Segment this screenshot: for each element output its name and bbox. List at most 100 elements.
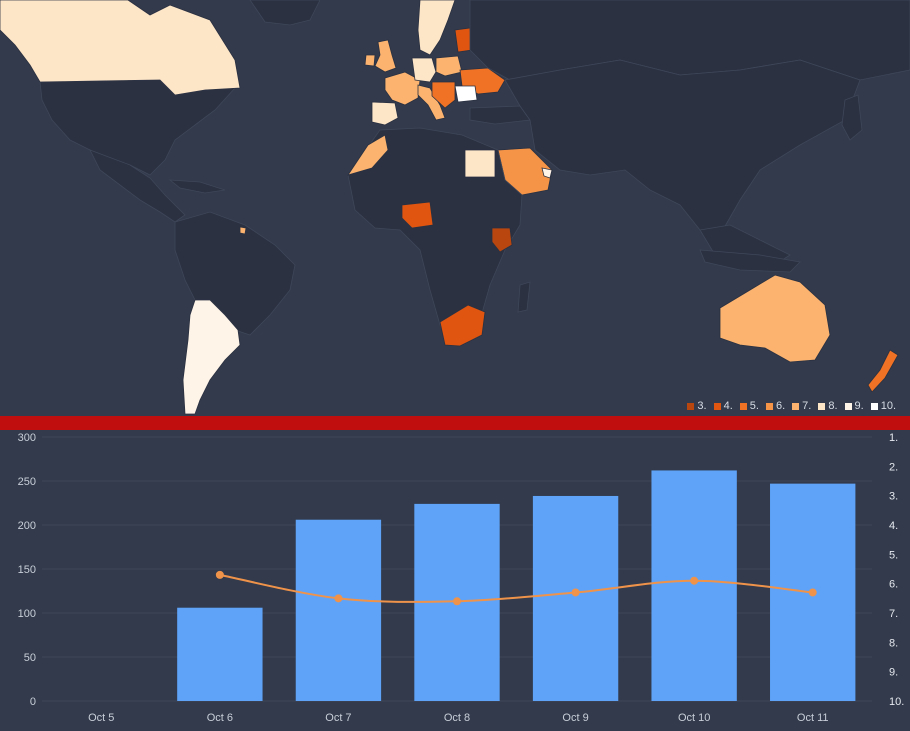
- legend-item[interactable]: 8.: [818, 400, 838, 412]
- country-indonesia[interactable]: [699, 249, 801, 273]
- region-russia[interactable]: [469, 0, 910, 81]
- y2-tick-label: 3.: [889, 491, 898, 503]
- line-point[interactable]: [334, 594, 343, 603]
- y-tick-label: 300: [18, 432, 36, 444]
- legend-swatch: [713, 402, 721, 410]
- legend-swatch: [792, 402, 800, 410]
- country-romania[interactable]: [454, 85, 478, 103]
- y2-tick-label: 5.: [889, 549, 898, 561]
- y2-tick-label: 7.: [889, 608, 898, 620]
- y-tick-label: 0: [30, 696, 36, 708]
- legend-swatch: [739, 402, 747, 410]
- country-new-zealand[interactable]: [867, 349, 899, 393]
- y-tick-label: 100: [18, 608, 36, 620]
- x-tick-label: Oct 6: [207, 712, 233, 724]
- legend-swatch: [765, 402, 773, 410]
- region-south-america[interactable]: [174, 211, 296, 336]
- legend-label: 4.: [723, 400, 733, 412]
- country-argentina[interactable]: [182, 299, 241, 415]
- bars-layer: [177, 470, 856, 701]
- country-france[interactable]: [384, 71, 421, 106]
- y2-tick-label: 1.: [889, 432, 898, 444]
- legend-label: 6.: [775, 400, 786, 412]
- world-map: 3. 4. 5. 6. 7. 8. 9. 10.: [0, 0, 910, 416]
- legend-swatch: [818, 402, 826, 410]
- x-axis-ticks: Oct 5 Oct 6 Oct 7 Oct 8 Oct 9 Oct 10 Oct 11: [88, 712, 828, 724]
- legend-item[interactable]: 3.: [687, 400, 707, 412]
- line-layer: [215, 570, 817, 606]
- x-tick-label: Oct 7: [325, 712, 351, 724]
- country-kenya[interactable]: [491, 227, 513, 253]
- legend-label: 5.: [749, 400, 759, 412]
- y-tick-label: 50: [24, 652, 36, 664]
- y-axis-right-ticks: 1. 2. 3. 4. 5. 6. 7. 8. 9. 10.: [889, 432, 904, 708]
- legend-item[interactable]: 5.: [739, 400, 759, 412]
- legend-label: 10.: [880, 400, 896, 412]
- legend-item[interactable]: 6.: [765, 400, 786, 412]
- y-tick-label: 250: [18, 476, 36, 488]
- region-africa[interactable]: [347, 127, 523, 346]
- line-point[interactable]: [215, 570, 224, 579]
- series-line: [219, 573, 813, 603]
- country-oman[interactable]: [541, 167, 553, 179]
- country-poland[interactable]: [435, 55, 463, 77]
- y2-tick-label: 2.: [889, 461, 898, 473]
- country-nigeria[interactable]: [401, 201, 434, 229]
- country-scandinavia[interactable]: [417, 0, 456, 56]
- legend-swatch: [870, 402, 878, 410]
- country-ireland[interactable]: [364, 54, 376, 67]
- line-point[interactable]: [571, 588, 580, 597]
- panel-divider[interactable]: [0, 416, 910, 430]
- country-uk[interactable]: [374, 39, 397, 73]
- bar[interactable]: [651, 470, 737, 701]
- bar-line-chart: 300 250 200 150 100 50 0 1. 2. 3. 4. 5. 6. 7. 8. 9. 10.…: [0, 430, 910, 731]
- y2-tick-label: 9.: [889, 667, 898, 679]
- x-tick-label: Oct 5: [88, 712, 114, 724]
- y2-tick-label: 6.: [889, 579, 898, 591]
- y-tick-label: 200: [18, 520, 36, 532]
- legend-item[interactable]: 7.: [792, 400, 811, 412]
- country-greenland[interactable]: [249, 0, 321, 26]
- country-morocco[interactable]: [347, 134, 389, 176]
- legend-label: 9.: [854, 400, 864, 412]
- legend-label: 3.: [697, 400, 707, 412]
- legend-swatch: [687, 402, 695, 410]
- y2-tick-label: 8.: [889, 637, 898, 649]
- x-tick-label: Oct 10: [678, 712, 710, 724]
- region-asia[interactable]: [504, 59, 861, 236]
- country-baltics[interactable]: [454, 27, 473, 53]
- line-point[interactable]: [453, 597, 461, 606]
- country-japan[interactable]: [841, 94, 863, 141]
- country-french-guiana[interactable]: [239, 226, 247, 235]
- x-tick-label: Oct 8: [444, 712, 470, 724]
- y2-tick-label: 4.: [889, 520, 898, 532]
- legend-item[interactable]: 4.: [713, 400, 733, 412]
- legend-label: 8.: [828, 400, 838, 412]
- country-balkans[interactable]: [431, 81, 456, 109]
- line-point[interactable]: [808, 588, 817, 597]
- y2-tick-label: 10.: [889, 696, 904, 708]
- country-spain[interactable]: [371, 101, 399, 126]
- x-tick-label: Oct 9: [562, 712, 588, 724]
- country-canada[interactable]: [0, 0, 241, 96]
- country-usa[interactable]: [39, 79, 236, 176]
- x-tick-label: Oct 11: [797, 712, 829, 724]
- chart-svg: 300 250 200 150 100 50 0 1. 2. 3. 4. 5. 6. 7. 8. 9. 10.…: [18, 432, 905, 724]
- legend-label: 7.: [802, 400, 812, 412]
- country-australia[interactable]: [719, 274, 831, 363]
- legend-swatch: [844, 402, 852, 410]
- bar[interactable]: [295, 519, 382, 701]
- country-egypt[interactable]: [464, 149, 496, 178]
- country-turkey[interactable]: [469, 105, 531, 125]
- bar[interactable]: [532, 495, 619, 701]
- country-south-africa[interactable]: [439, 304, 486, 347]
- country-madagascar[interactable]: [517, 281, 531, 313]
- bar[interactable]: [177, 607, 263, 701]
- y-tick-label: 150: [18, 564, 36, 576]
- line-point[interactable]: [690, 576, 699, 585]
- country-germany[interactable]: [411, 57, 437, 83]
- legend-item[interactable]: 9.: [844, 400, 864, 412]
- region-caribbean[interactable]: [168, 179, 226, 194]
- legend-item[interactable]: 10.: [870, 400, 896, 412]
- y-axis-left-ticks: 300 250 200 150 100 50 0: [18, 432, 36, 708]
